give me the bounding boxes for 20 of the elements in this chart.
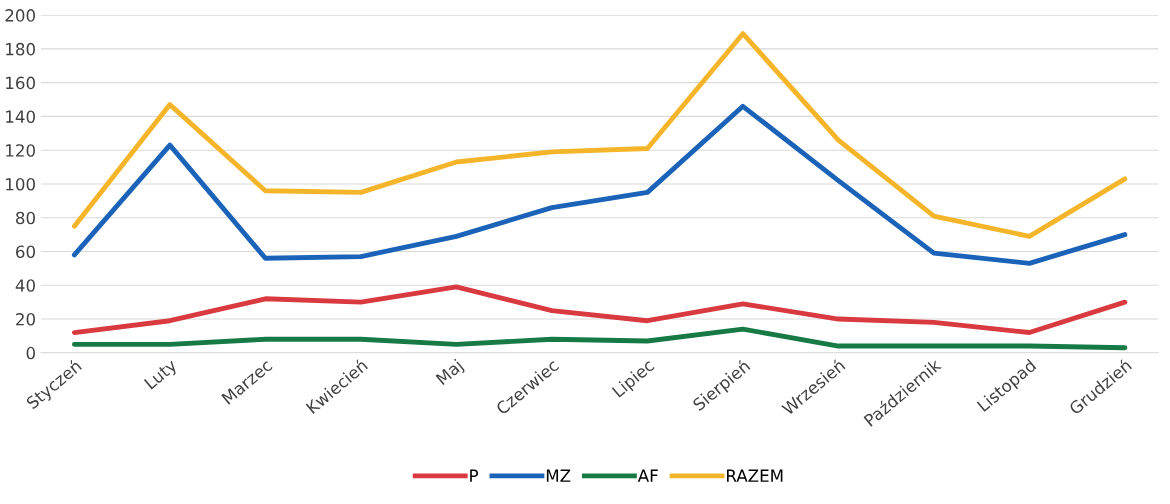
legend-label: MZ (546, 469, 571, 482)
y-tick-label: 100 (6, 177, 35, 191)
x-tick-label: Maj (435, 358, 466, 388)
y-tick-label: 60 (16, 245, 35, 259)
line-series (71, 31, 1128, 239)
y-tick-label: 180 (6, 42, 35, 56)
y-tick-label: 20 (16, 312, 35, 326)
legend-label: P (470, 469, 479, 482)
y-tick-label: 160 (6, 76, 35, 90)
line-series (71, 103, 1128, 266)
y-tick-label: 80 (16, 211, 35, 225)
line-series (71, 284, 1128, 335)
legend-label: AF (637, 469, 658, 482)
y-tick-label: 40 (15, 279, 35, 292)
legend-label: RAZEM (727, 469, 783, 482)
y-tick-label: 200 (5, 9, 35, 22)
y-tick-label: 0 (26, 346, 35, 360)
y-tick-label: 140 (6, 110, 35, 123)
y-tick-label: 120 (6, 144, 35, 157)
line-series (71, 326, 1128, 351)
